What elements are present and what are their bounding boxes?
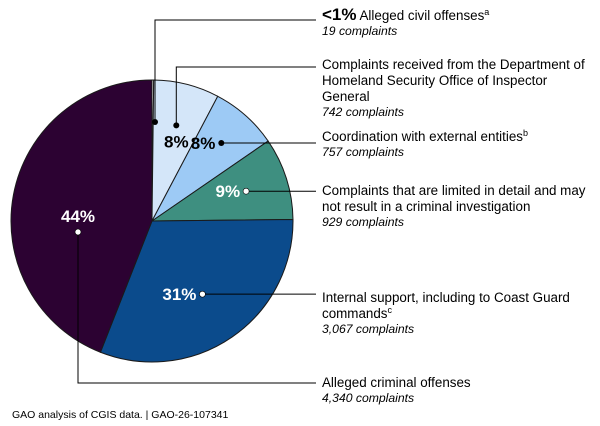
leader-dot-internal-support xyxy=(199,290,206,298)
slice-name-civil-offenses: Alleged civil offenses xyxy=(359,8,485,23)
legend-label-civil-offenses: <1% Alleged civil offensesa 19 complaint… xyxy=(322,5,598,39)
legend-label-external-coordination: Coordination with external entitiesb 757… xyxy=(322,129,598,160)
pie-slices xyxy=(10,79,294,363)
slice-name-limited-detail: Complaints that are limited in detail an… xyxy=(322,183,586,214)
legend-label-limited-detail: Complaints that are limited in detail an… xyxy=(322,183,598,230)
count-internal-support: 3,067 complaints xyxy=(322,322,415,336)
slice-name-internal-support: Internal support, including to Coast Gua… xyxy=(322,290,570,321)
leader-dot-external-coordination xyxy=(218,140,225,147)
legend-label-criminal-offenses: Alleged criminal offenses 4,340 complain… xyxy=(322,375,598,406)
legend-label-internal-support: Internal support, including to Coast Gua… xyxy=(322,290,598,337)
legend-label-dhs-oig: Complaints received from the Department … xyxy=(322,57,598,120)
count-limited-detail: 929 complaints xyxy=(322,215,404,229)
percent-labels: 8% 8% 9% 31% 44% xyxy=(61,132,240,304)
percent-label-lt1-legend: <1% xyxy=(322,5,357,24)
leader-line-civil-offenses xyxy=(154,19,316,122)
count-criminal-offenses: 4,340 complaints xyxy=(322,391,415,405)
leader-lines xyxy=(74,19,316,384)
footnote-a: a xyxy=(484,7,490,17)
percent-label-external-coordination: 8% xyxy=(191,134,216,153)
percent-label-criminal-offenses: 44% xyxy=(61,207,95,226)
count-civil-offenses: 19 complaints xyxy=(322,24,398,38)
percent-label-limited-detail: 9% xyxy=(216,182,241,201)
slice-name-dhs-oig: Complaints received from the Department … xyxy=(322,57,585,104)
percent-label-dhs-oig: 8% xyxy=(164,132,189,151)
leader-dot-civil-offenses xyxy=(152,119,158,125)
count-external-coordination: 757 complaints xyxy=(322,145,404,159)
count-dhs-oig: 742 complaints xyxy=(322,105,404,119)
leader-line-criminal-offenses xyxy=(77,232,316,384)
leader-line-dhs-oig xyxy=(175,66,316,126)
percent-label-internal-support: 31% xyxy=(162,285,196,304)
leader-dot-limited-detail xyxy=(242,187,250,195)
leader-dot-criminal-offenses xyxy=(74,228,82,236)
slice-name-criminal-offenses: Alleged criminal offenses xyxy=(322,375,471,390)
footnote-b: b xyxy=(522,128,528,138)
pie-slice-limited-detail xyxy=(150,140,294,222)
source-note: GAO analysis of CGIS data. | GAO-26-1073… xyxy=(12,409,229,421)
leader-dot-dhs-oig xyxy=(173,122,180,129)
footnote-c: c xyxy=(387,305,393,315)
slice-name-external-coordination: Coordination with external entities xyxy=(322,129,523,144)
pie-slice-criminal-offenses xyxy=(10,79,153,353)
pie-slice-internal-support xyxy=(99,219,294,363)
